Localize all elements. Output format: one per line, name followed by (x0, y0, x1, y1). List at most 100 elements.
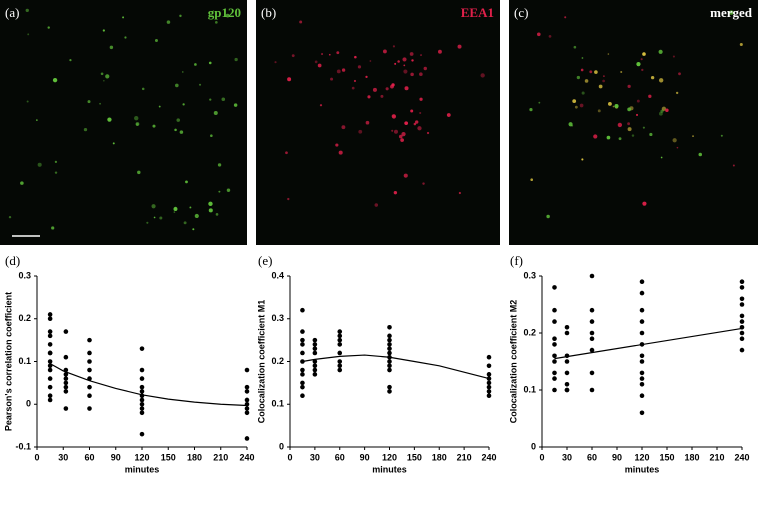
data-point (63, 384, 69, 390)
data-point (552, 353, 557, 359)
x-axis-label: minutes (125, 464, 160, 474)
data-point (739, 302, 745, 307)
fluorescent-spot (635, 113, 639, 116)
data-point (739, 313, 745, 319)
fluorescent-spot (210, 134, 213, 138)
fluorescent-spot (627, 84, 631, 89)
data-point (552, 359, 557, 364)
fluorescent-spot (173, 211, 176, 213)
fluorescent-spot (404, 121, 409, 126)
data-point (244, 389, 250, 394)
fluorescent-spot (382, 49, 387, 54)
fluorescent-spot (287, 77, 292, 82)
fluorescent-spot (54, 171, 58, 174)
fluorescent-spot (403, 173, 408, 178)
fluorescent-spot (678, 72, 681, 76)
fluorescent-spot (225, 13, 230, 18)
panel-label: (e) (258, 253, 272, 268)
data-point (139, 401, 145, 407)
data-point (139, 376, 145, 381)
data-point (87, 350, 92, 356)
fluorescent-spot (173, 207, 178, 211)
fluorescent-spot (426, 131, 430, 135)
data-point (300, 307, 305, 313)
fluorescent-spot (8, 215, 12, 219)
data-point (552, 285, 557, 290)
fluorescent-spot (37, 162, 42, 167)
data-point (47, 397, 53, 403)
data-point (47, 376, 53, 381)
fluorescent-spot (642, 201, 647, 206)
fluorescent-spot (47, 26, 50, 29)
panel-label: (b) (261, 5, 276, 20)
fluorescent-spot (603, 75, 605, 77)
data-point (244, 397, 250, 403)
fluorescent-spot (568, 122, 573, 127)
data-point (387, 363, 392, 369)
micrograph (0, 0, 247, 245)
data-point (244, 367, 250, 373)
fluorescent-spot (413, 122, 417, 126)
y-tick-label: 0.4 (271, 270, 284, 280)
x-tick-label: 60 (84, 452, 94, 462)
data-point (387, 359, 392, 364)
fluorescent-spot (365, 75, 368, 79)
data-point (337, 350, 343, 356)
fluorescent-spot (415, 120, 419, 124)
fluorescent-spot (574, 105, 578, 109)
data-point (552, 307, 557, 313)
fluorescent-spot (54, 160, 58, 163)
panel-label: (a) (5, 5, 19, 20)
fluorescent-spot (328, 53, 331, 56)
fluorescent-spot (729, 10, 734, 15)
x-tick-label: 0 (34, 452, 39, 462)
fluorescent-spot (291, 54, 295, 58)
data-point (589, 336, 595, 342)
data-point (486, 372, 492, 377)
data-point (300, 393, 305, 399)
fluorescent-spot (607, 53, 610, 55)
fluorescent-spot (458, 191, 461, 195)
x-tick-label: 90 (360, 452, 370, 462)
data-point (312, 367, 318, 373)
fluorescent-spot (335, 143, 339, 147)
x-tick-label: 120 (382, 452, 397, 462)
data-point (87, 393, 92, 399)
data-point (337, 333, 343, 339)
data-point (300, 350, 305, 356)
x-tick-label: 210 (213, 452, 228, 462)
fluorescent-spot (658, 49, 663, 54)
x-tick-label: 240 (734, 452, 749, 462)
fluorescent-spot (607, 101, 612, 106)
fluorescent-spot (124, 36, 127, 39)
data-point (337, 329, 343, 334)
data-point (139, 406, 145, 411)
fluorescent-spot (141, 87, 145, 91)
data-point (47, 359, 53, 364)
fluorescent-spot (341, 68, 346, 72)
data-point (486, 376, 492, 381)
fluorescent-spot (572, 99, 577, 103)
y-tick-label: 0.3 (523, 270, 536, 280)
fluorescent-spot (393, 129, 398, 134)
data-point (486, 380, 492, 386)
data-point (139, 389, 145, 394)
fluorescent-spot (581, 57, 584, 59)
data-point (87, 337, 92, 343)
fluorescent-spot (99, 102, 101, 105)
fluorescent-spot (404, 86, 409, 91)
fluorescent-spot (579, 103, 584, 108)
fluorescent-spot (215, 213, 219, 216)
fluorescent-spot (226, 188, 231, 192)
fluorescent-spot (208, 61, 212, 65)
data-point (387, 389, 392, 394)
fluorescent-spot (233, 103, 238, 107)
data-point (87, 367, 92, 373)
data-point (639, 307, 645, 313)
data-point (486, 384, 492, 390)
fluorescent-spot (602, 79, 605, 83)
data-point (639, 279, 645, 285)
data-point (63, 380, 69, 386)
y-tick-label: 0.3 (18, 270, 31, 280)
fluorescent-spot (87, 100, 91, 104)
